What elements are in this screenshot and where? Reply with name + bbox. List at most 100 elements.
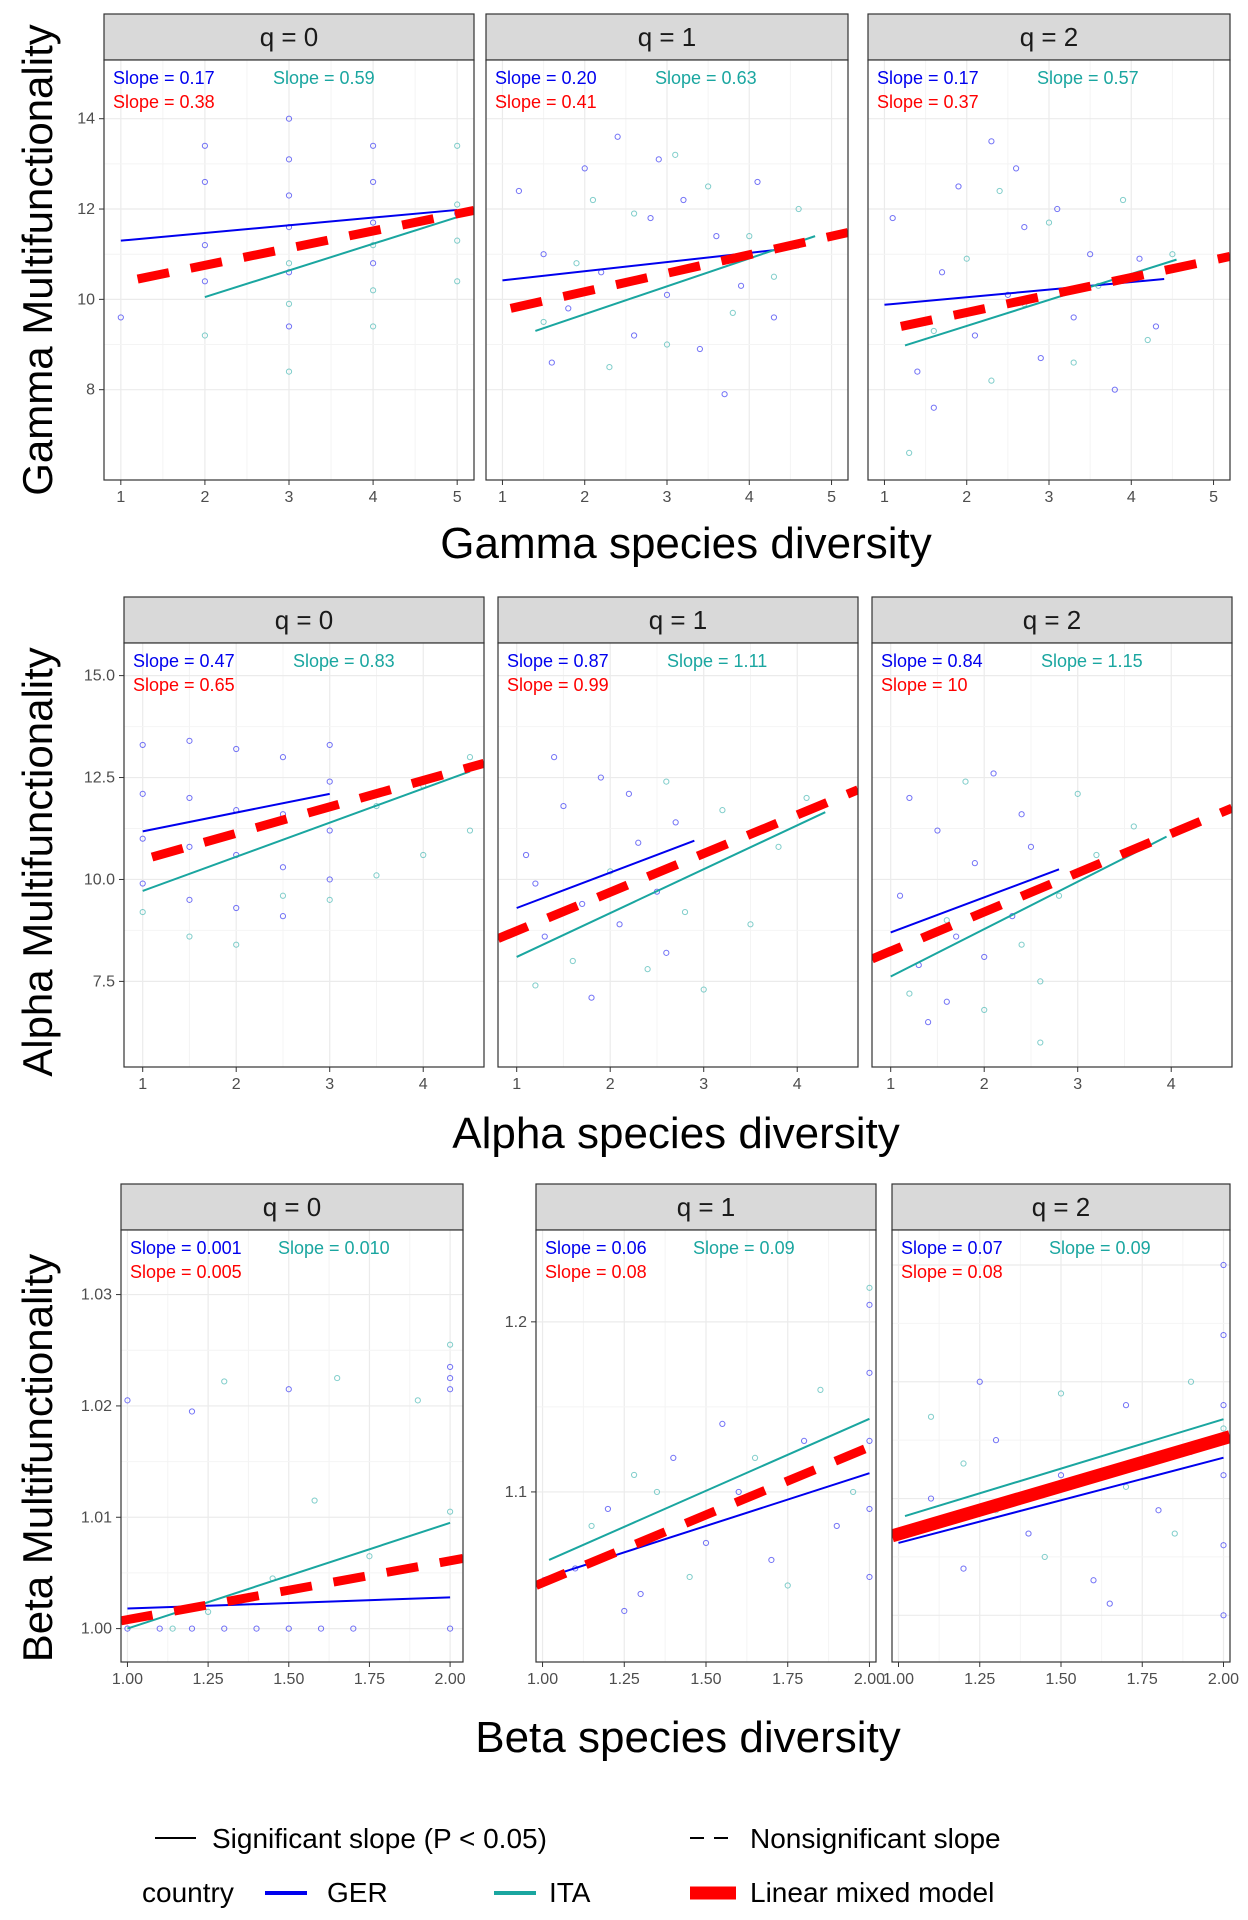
- x-tick-label: 1: [116, 489, 125, 506]
- data-point-ger: [446, 1625, 454, 1632]
- data-point-ger: [369, 260, 377, 267]
- fit-line-lmm: [498, 785, 858, 943]
- y-tick-label: 10: [77, 291, 95, 308]
- facet-strip-label: q = 0: [263, 1192, 322, 1222]
- data-point-ger: [1018, 811, 1025, 818]
- data-point-ita: [201, 332, 209, 339]
- data-point-ger: [1057, 1472, 1065, 1479]
- panel-alpha-5: q = 2 1 2 3 4 Slope = 0.84 Slope = 10 Slope = 1…: [871, 596, 1233, 1093]
- fit-line-ita: [890, 835, 1167, 978]
- beta-x-axis-title: Beta species diversity: [475, 1713, 901, 1762]
- x-tick-label: 1.00: [112, 1671, 143, 1688]
- x-tick-label: 1.50: [1045, 1671, 1076, 1688]
- points-layer: [892, 1261, 1230, 1619]
- data-point-ger: [548, 359, 555, 366]
- points-layer: [536, 1284, 876, 1615]
- data-point-ger: [446, 1386, 454, 1393]
- y-tick-label: 15.0: [84, 668, 115, 685]
- data-point-ger: [1111, 386, 1118, 393]
- data-point-ita: [981, 1006, 988, 1014]
- x-tick-label: 5: [453, 489, 462, 506]
- data-point-ita: [454, 142, 461, 149]
- y-tick-label: 14: [77, 111, 95, 128]
- data-point-ger: [279, 864, 287, 871]
- data-point-ger: [988, 138, 995, 145]
- data-point-ita: [1220, 1425, 1227, 1432]
- data-point-ita: [311, 1497, 318, 1504]
- fit-line-ger: [142, 792, 330, 833]
- data-point-ita: [573, 260, 580, 267]
- data-point-ger: [139, 880, 146, 887]
- slope-label-ita: Slope = 0.010: [278, 1238, 390, 1258]
- data-point-ger: [655, 156, 662, 163]
- data-point-ita: [285, 368, 293, 375]
- data-point-ger: [1155, 1507, 1162, 1514]
- data-point-ita: [285, 260, 293, 267]
- x-tick-label: 1: [512, 1076, 521, 1093]
- data-point-ger: [124, 1397, 131, 1404]
- data-point-ger: [201, 178, 209, 186]
- data-point-ger: [604, 1505, 612, 1513]
- data-point-ita: [988, 377, 995, 384]
- panel-border: [123, 642, 485, 1068]
- data-point-ger: [981, 953, 988, 961]
- x-tick-label: 4: [369, 489, 378, 506]
- panel-border: [485, 59, 849, 481]
- points-layer: [121, 1341, 463, 1632]
- x-tick-label: 1.25: [193, 1671, 224, 1688]
- fit-line-ita: [548, 1417, 870, 1561]
- data-point-ger: [253, 1625, 260, 1632]
- data-point-ger: [1220, 1542, 1227, 1549]
- fit-line-lmm: [150, 758, 484, 862]
- y-tick-label: 8: [86, 382, 95, 399]
- data-point-ger: [614, 133, 621, 140]
- data-point-ita: [795, 205, 802, 213]
- data-point-ger: [551, 754, 558, 761]
- data-point-ger: [139, 790, 146, 797]
- data-point-ita: [775, 843, 782, 850]
- x-tick-label: 1.00: [527, 1671, 558, 1688]
- data-point-ita: [285, 300, 293, 307]
- data-point-ger: [696, 345, 704, 353]
- points-layer: [884, 138, 1230, 457]
- data-point-ger: [326, 778, 333, 785]
- data-point-ger: [326, 741, 333, 749]
- points-layer: [117, 115, 474, 375]
- data-point-ger: [1220, 1612, 1227, 1619]
- x-tick-label: 1.75: [772, 1671, 803, 1688]
- slope-label-ita: Slope = 0.09: [693, 1238, 795, 1258]
- facet-strip: [103, 13, 475, 61]
- x-tick-label: 2.00: [1208, 1671, 1239, 1688]
- data-point-ger: [663, 291, 671, 298]
- data-point-ita: [644, 966, 651, 973]
- x-tick-label: 4: [419, 1076, 428, 1093]
- facet-strip: [891, 1183, 1231, 1231]
- legend-title-country: country: [142, 1877, 234, 1908]
- facet-strip-label: q = 0: [260, 22, 319, 52]
- slope-label-lmm: Slope = 0.38: [113, 92, 215, 112]
- data-point-ger: [800, 1437, 808, 1444]
- x-tick-label: 5: [827, 489, 836, 506]
- data-point-ger: [866, 1437, 873, 1444]
- slope-label-lmm: Slope = 0.08: [545, 1262, 647, 1282]
- fit-line-ita: [535, 235, 816, 332]
- data-point-ger: [532, 880, 539, 887]
- data-point-ita: [906, 990, 913, 997]
- y-tick-label: 12.5: [84, 770, 115, 787]
- facet-strip: [867, 13, 1231, 61]
- data-point-ger: [1004, 291, 1011, 298]
- x-tick-label: 3: [699, 1076, 708, 1093]
- data-point-ita: [906, 449, 913, 457]
- panel-border: [867, 59, 1231, 481]
- x-tick-label: 2: [962, 489, 971, 506]
- data-point-ger: [515, 187, 523, 195]
- data-point-ita: [606, 363, 613, 371]
- slope-label-lmm: Slope = 0.08: [901, 1262, 1003, 1282]
- data-point-ger: [326, 827, 333, 834]
- data-point-ger: [186, 737, 193, 744]
- data-point-ger: [896, 892, 904, 899]
- data-point-ger: [285, 1625, 292, 1632]
- data-point-ger: [625, 790, 633, 797]
